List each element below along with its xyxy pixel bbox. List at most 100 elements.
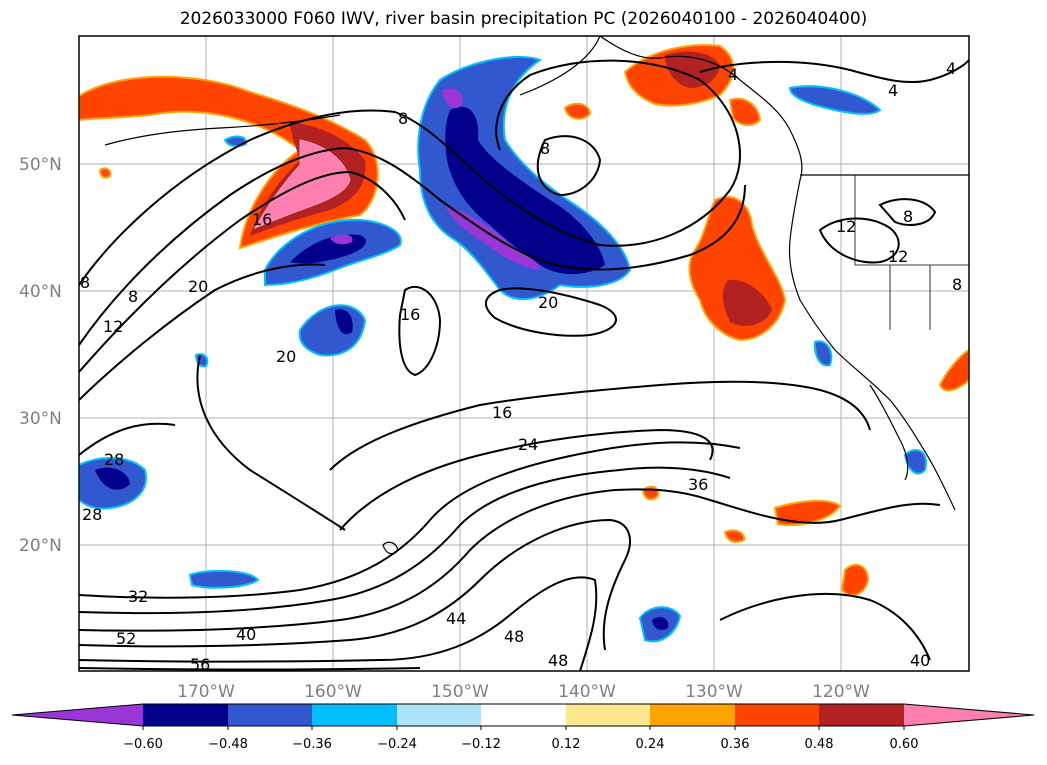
lat-label-20n: 20°N	[19, 536, 62, 556]
precip-positive-area	[728, 97, 762, 126]
colorbar-extend-min	[12, 704, 143, 726]
colorbar-ticks: −0.60 −0.48 −0.36 −0.24 −0.12 0.12 0.24 …	[123, 726, 918, 752]
contour-label: 36	[688, 475, 708, 494]
colorbar-segment	[143, 704, 228, 726]
iwv-contour-20	[79, 263, 326, 401]
contour-label: 28	[104, 450, 124, 469]
precip-positive-core	[722, 279, 772, 326]
precip-negative-core	[335, 309, 353, 335]
iwv-contours	[79, 59, 969, 671]
contour-label: 52	[116, 629, 136, 648]
colorbar-segment	[481, 704, 566, 726]
contour-label: 16	[400, 305, 420, 324]
colorbar-segment	[312, 704, 397, 726]
iwv-contour-20	[196, 354, 346, 531]
iwv-contour-20	[485, 287, 617, 337]
colorbar-segment	[735, 704, 819, 726]
precip-positive-area	[98, 167, 112, 179]
lat-label-30n: 30°N	[19, 409, 62, 429]
iwv-contour-16	[329, 380, 871, 471]
iwv-contour-8	[495, 74, 531, 151]
contour-label: 8	[80, 273, 90, 292]
longitude-labels: 170°W 160°W 150°W 140°W 130°W 120°W	[177, 682, 870, 702]
lon-label-170w: 170°W	[177, 682, 235, 702]
lat-label-50n: 50°N	[19, 155, 62, 175]
precip-positive-area	[773, 499, 842, 526]
contour-label: 4	[888, 81, 898, 100]
iwv-contour-12	[818, 217, 900, 264]
iwv-contour-4	[699, 59, 969, 84]
iwv-contour-12	[79, 146, 746, 346]
lon-label-160w: 160°W	[304, 682, 362, 702]
iwv-contour-40	[79, 488, 941, 632]
iwv-contour-36	[79, 466, 731, 615]
contour-label: 12	[103, 317, 123, 336]
iwv-contour-40	[719, 592, 931, 661]
contour-label: 4	[728, 65, 738, 84]
lon-label-150w: 150°W	[431, 682, 489, 702]
contour-label: 8	[952, 275, 962, 294]
precip-negative-peak	[442, 88, 463, 109]
iwv-contour-44	[79, 518, 631, 651]
precip-negative-area	[788, 85, 882, 115]
contour-label: 12	[836, 217, 856, 236]
precip-positive-area	[723, 529, 746, 543]
iwv-contour-16	[79, 170, 406, 373]
contour-label: 8	[903, 207, 913, 226]
iwv-contour-16	[398, 285, 442, 377]
colorbar-tick-label: 0.60	[890, 737, 919, 752]
colorbar-tick-label: −0.60	[123, 737, 163, 752]
precip-negative-area	[188, 569, 260, 589]
colorbar-segment	[819, 704, 904, 726]
colorbar-extend-max	[904, 704, 1034, 726]
contour-label: 44	[446, 609, 466, 628]
contour-label: 12	[888, 247, 908, 266]
contour-label: 8	[540, 139, 550, 158]
colorbar-tick-label: 0.24	[636, 737, 665, 752]
coastline-alaska-peninsula	[519, 36, 601, 96]
colorbar-tick-label: −0.48	[208, 737, 248, 752]
contour-label: 32	[128, 587, 148, 606]
contour-label: 28	[82, 505, 102, 524]
lon-label-140w: 140°W	[558, 682, 616, 702]
colorbar-tick-label: −0.12	[461, 737, 501, 752]
precip-negative-peak	[330, 234, 353, 245]
colorbar-segment	[397, 704, 481, 726]
contour-label: 24	[518, 435, 538, 454]
precip-positive-area	[938, 348, 969, 392]
baja-california	[869, 384, 909, 481]
iwv-contour-32	[79, 441, 741, 599]
lat-label-40n: 40°N	[19, 282, 62, 302]
contour-label: 16	[252, 210, 272, 229]
contour-label: 20	[276, 347, 296, 366]
precip-positive-area	[563, 102, 592, 120]
contour-label: 40	[910, 651, 930, 670]
colorbar: −0.60 −0.48 −0.36 −0.24 −0.12 0.12 0.24 …	[11, 703, 1035, 752]
contour-label: 56	[190, 655, 210, 674]
precip-positive-area	[840, 563, 870, 597]
contour-label: 40	[236, 625, 256, 644]
precip-negative-core	[652, 617, 669, 630]
latitude-labels: 50°N 40°N 30°N 20°N	[19, 155, 62, 556]
contour-label: 16	[492, 403, 512, 422]
contour-label: 8	[128, 287, 138, 306]
iwv-contour-52	[79, 667, 421, 671]
iwv-contour-8	[79, 59, 741, 286]
precip-negative-area	[903, 449, 927, 475]
contour-label: 20	[538, 293, 558, 312]
iwv-contour-8	[536, 135, 602, 197]
colorbar-tick-label: −0.36	[292, 737, 332, 752]
colorbar-tick-label: −0.24	[377, 737, 417, 752]
lon-label-130w: 130°W	[685, 682, 743, 702]
border-states	[854, 175, 969, 330]
lon-label-120w: 120°W	[812, 682, 870, 702]
precip-negative-core	[95, 467, 130, 490]
contour-label: 20	[188, 277, 208, 296]
colorbar-tick-label: 0.48	[805, 737, 834, 752]
colorbar-segment	[228, 704, 312, 726]
colorbar-segment	[566, 704, 650, 726]
contour-label: 48	[548, 651, 568, 670]
contour-labels: 4 4 4 8 8 8 8 8 8 12 12 12 16 16 16 20 2…	[80, 59, 962, 674]
iwv-contour-48	[79, 576, 598, 671]
